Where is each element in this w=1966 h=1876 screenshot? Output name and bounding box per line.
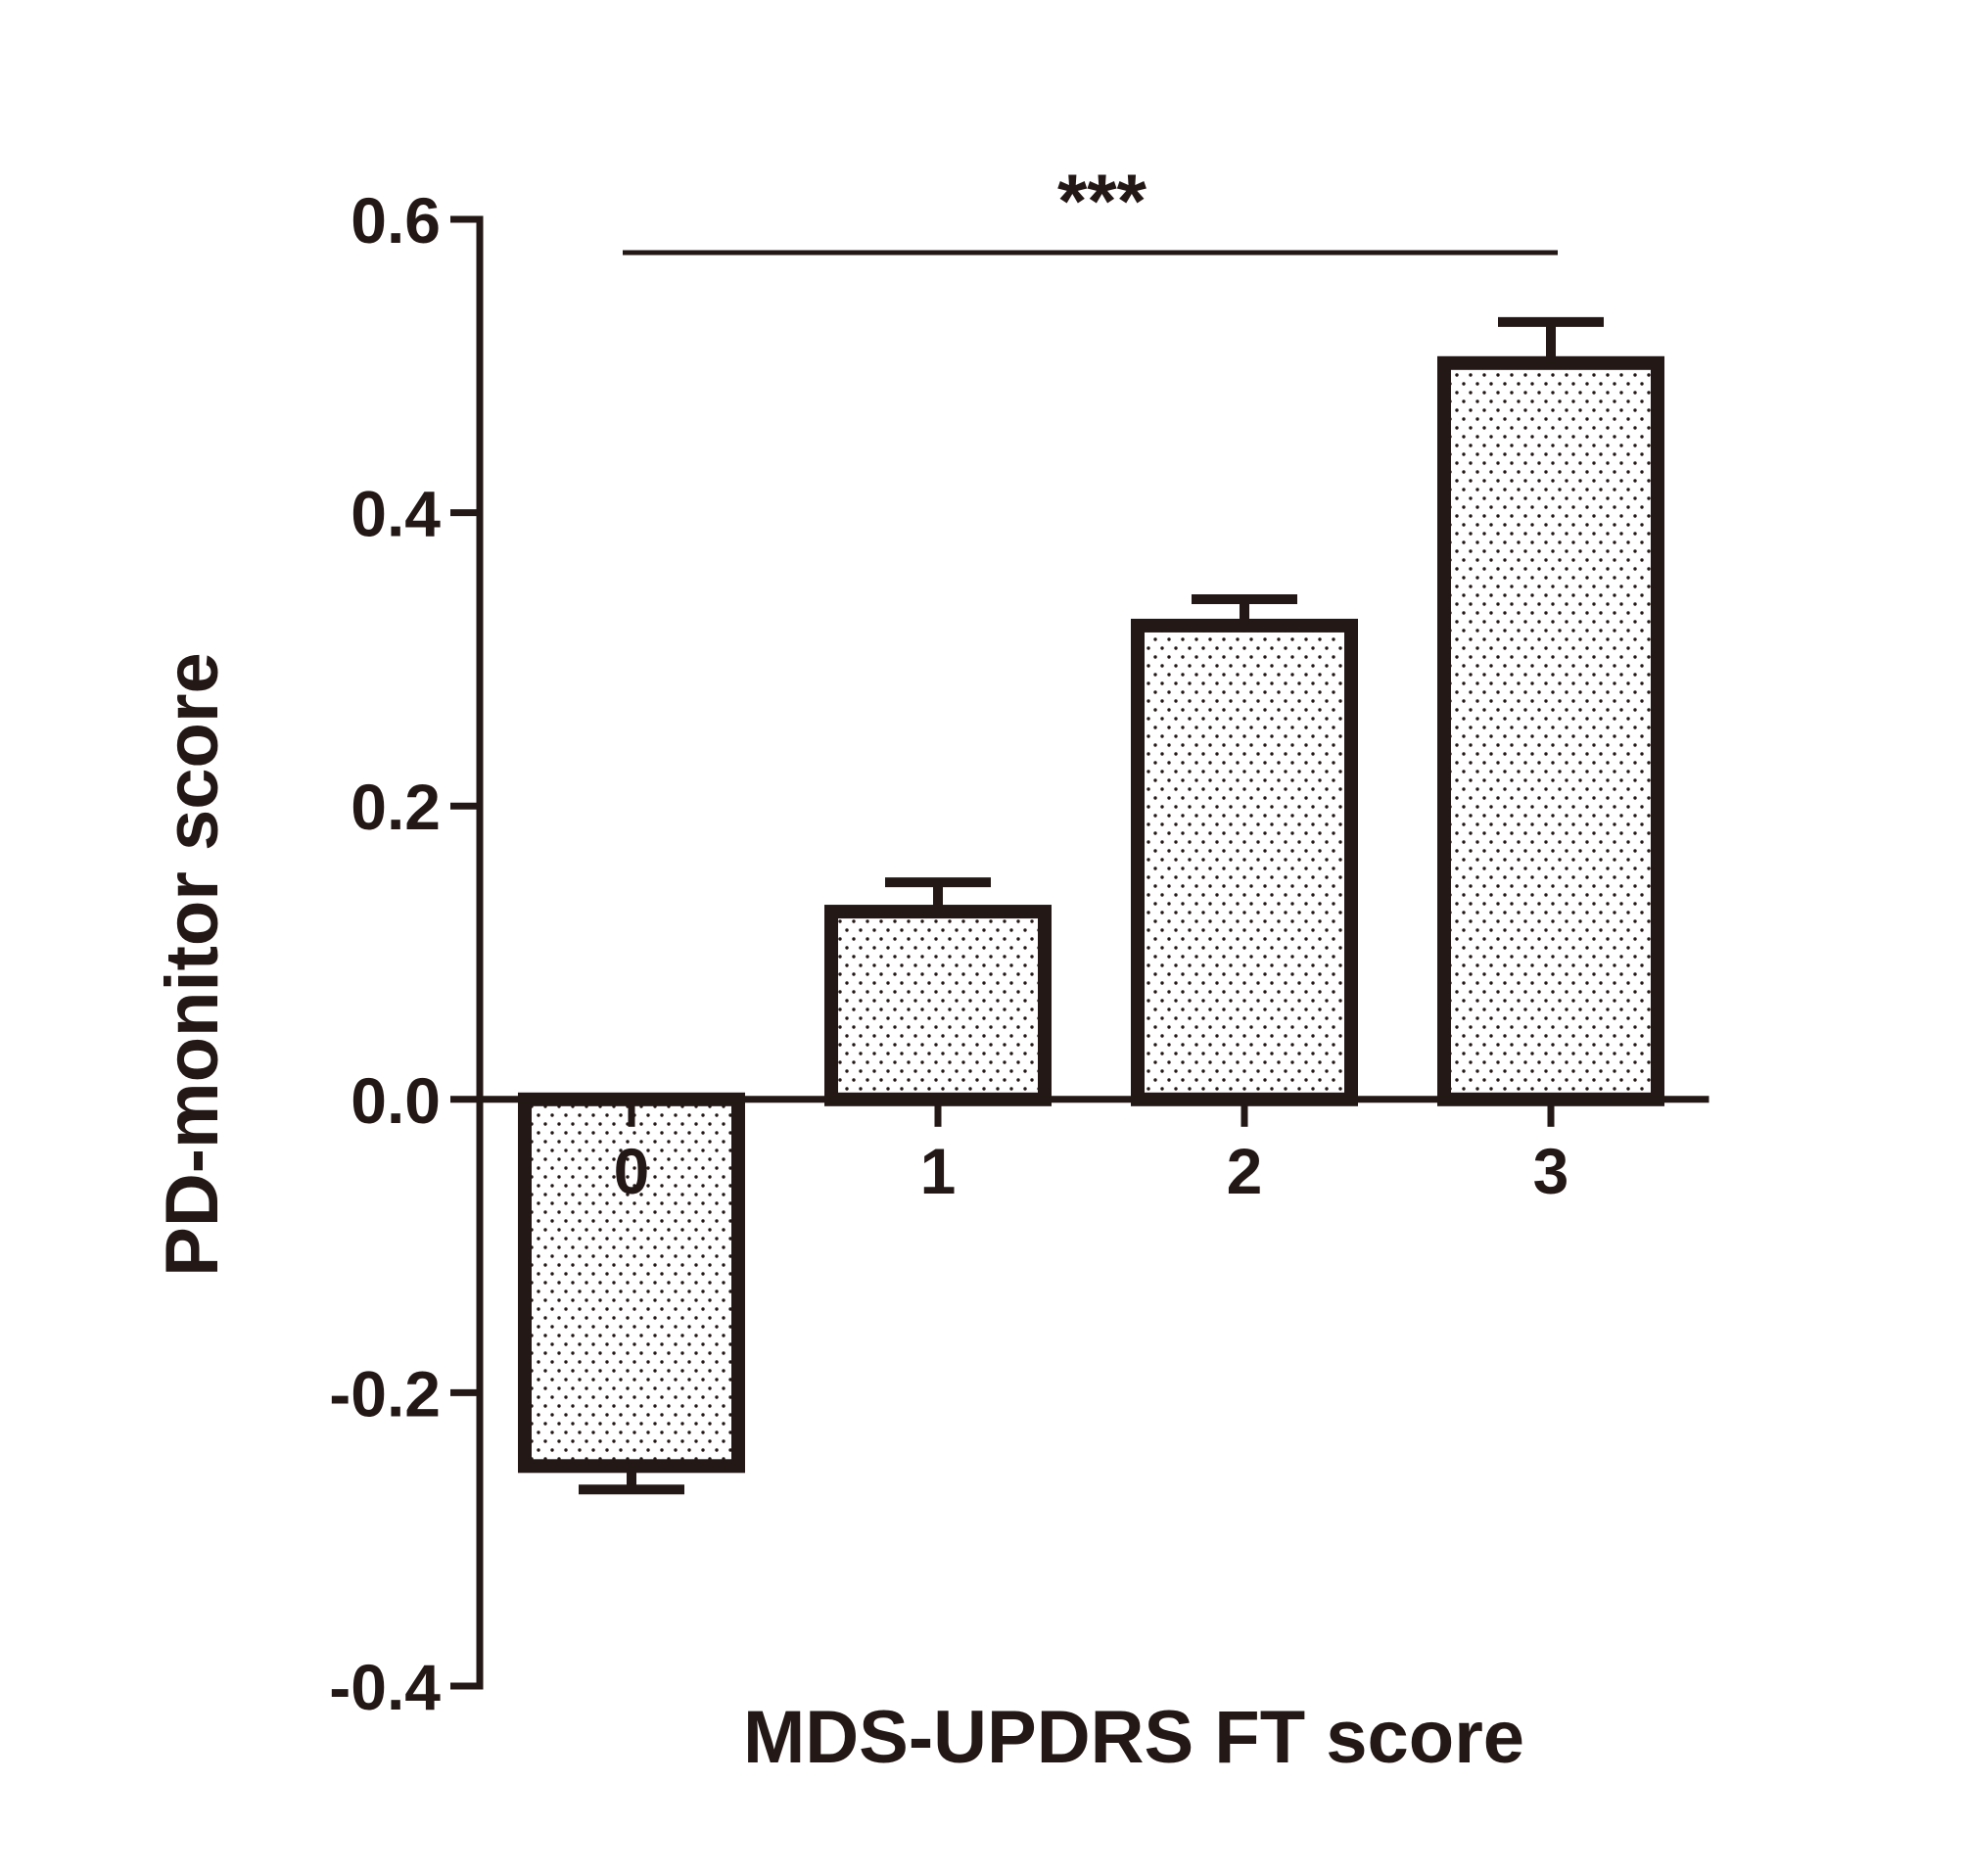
- bar-1: [824, 905, 1052, 1106]
- bars-group: [518, 355, 1664, 1474]
- x-tick-label: 3: [1533, 1135, 1569, 1207]
- x-tick-label: 2: [1227, 1135, 1263, 1207]
- error-bar-0: [579, 1466, 684, 1495]
- y-ticks: 0.6 0.4 0.2 0.0 -0.2 -0.4: [329, 184, 480, 1723]
- error-bar-1: [885, 877, 991, 913]
- error-bars-group: [579, 316, 1604, 1495]
- y-tick-label: 0.6: [351, 184, 441, 257]
- y-axis-title: PD-monitor score: [151, 652, 234, 1277]
- error-bar-3: [1498, 316, 1604, 363]
- x-ticks: 0 1 2 3: [614, 1099, 1569, 1207]
- y-tick-label: 0.0: [351, 1064, 441, 1137]
- y-tick-label: 0.2: [351, 771, 441, 843]
- y-tick-label: -0.4: [329, 1651, 441, 1723]
- bar-2: [1131, 618, 1358, 1106]
- x-axis-title: MDS-UPDRS FT score: [743, 1696, 1524, 1779]
- bar-3: [1437, 355, 1664, 1106]
- x-axis: 0 1 2 3: [476, 1096, 1709, 1207]
- y-tick-label: -0.2: [329, 1357, 441, 1430]
- y-axis: 0.6 0.4 0.2 0.0 -0.2 -0.4: [329, 184, 484, 1723]
- error-bar-2: [1192, 593, 1297, 626]
- significance-label: ***: [1057, 158, 1147, 244]
- significance-annotation: ***: [623, 158, 1558, 256]
- y-tick-label: 0.4: [351, 478, 441, 550]
- x-tick-label: 1: [920, 1135, 957, 1207]
- x-tick-label: 0: [614, 1135, 650, 1207]
